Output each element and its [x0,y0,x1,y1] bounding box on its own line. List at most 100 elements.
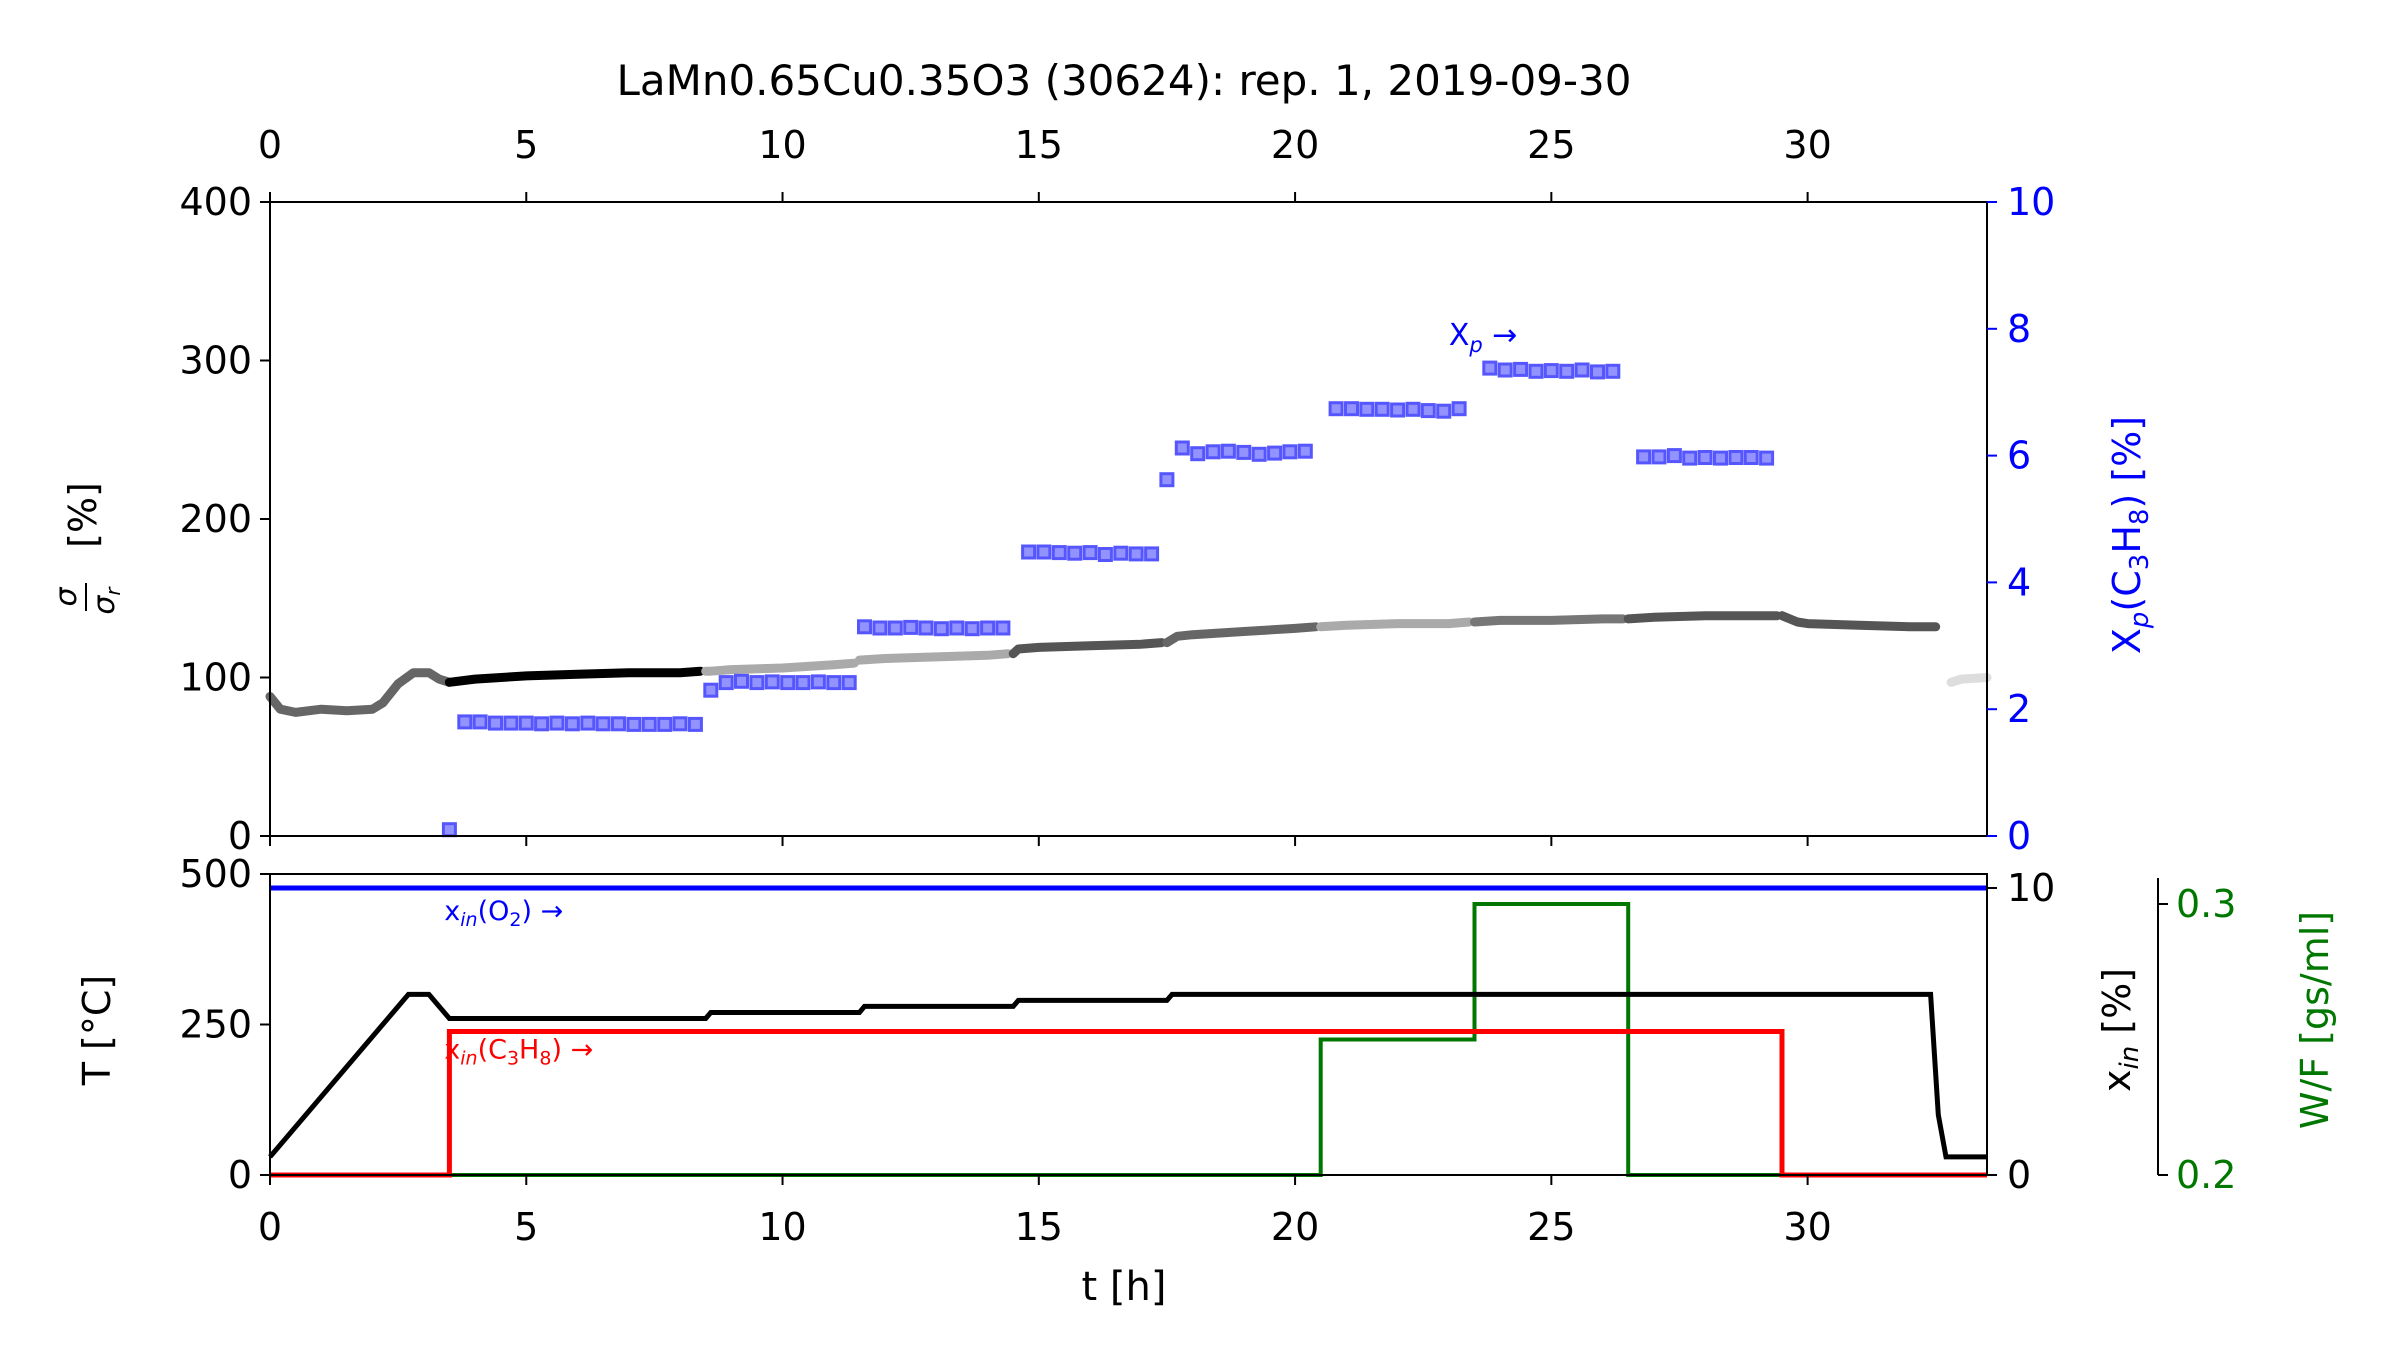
xp-point [1390,402,1406,418]
bottom-y2-tick-label: 10 [2007,866,2055,910]
top-y-tick-label: 300 [179,339,252,383]
bottom-x-tick-label: 25 [1527,1205,1575,1249]
top-y2-tick-label: 6 [2007,434,2031,478]
xp-point [749,675,765,691]
bottom-series-line [268,991,1987,1160]
y-label-unit: [%] [61,482,105,548]
xp-point [1067,545,1083,561]
xp-point [488,715,503,731]
xp-point [1282,444,1298,460]
xp-point [687,716,703,732]
conductivity-segment-10 [1946,673,1992,687]
xp-point [1082,545,1098,561]
xp-point [841,675,857,691]
conductivity-segment-1 [444,666,705,687]
xp-point [826,675,842,691]
xp-point [872,620,888,636]
xp-point [1267,445,1283,461]
chart-title: LaMn0.65Cu0.35O3 (30624): rep. 1, 2019-0… [616,56,1631,105]
top-x-tick-label: 5 [514,123,538,167]
o2-annotation: xin(O2) → [444,896,563,931]
bottom-x-tick-label: 0 [258,1205,282,1249]
y-label-frac-num: σ [49,587,84,607]
top-x-tick-label: 20 [1271,123,1319,167]
xp-point [641,716,657,732]
xp-point [1574,362,1590,378]
xp-point [503,715,519,731]
bottom-y2-tick-label: 0 [2007,1153,2031,1197]
conductivity-segment-3 [854,649,1013,665]
xp-point [1451,401,1467,417]
y2-label: Xp(C3H8) [%] [2105,416,2155,654]
xp-annotation: Xp → [1449,318,1518,357]
conductivity-segment-2 [701,658,859,676]
xp-point [595,716,611,732]
top-x-tick-label: 10 [758,123,806,167]
xp-point [1713,450,1728,466]
xp-point [1543,363,1559,379]
xp-point [549,715,565,731]
xp-point [903,619,919,635]
xp-point [1144,546,1160,562]
xp-point [1420,403,1436,419]
bottom-x-tick-label: 10 [758,1205,806,1249]
xp-point [703,682,719,698]
xp-point [1697,450,1713,465]
xp-point [980,620,996,636]
bottom-x-tick-label: 30 [1783,1205,1831,1249]
xp-point [518,715,534,731]
conductivity-segment-5 [1162,622,1321,648]
bottom-y-tick-label: 0 [228,1153,252,1197]
xp-point [1297,443,1313,459]
bottom-x-tick-label: 5 [514,1205,538,1249]
xp-point [1159,472,1175,488]
xp-point [857,619,872,635]
conductivity-series [265,611,1992,717]
xp-point [918,620,934,636]
bottom-y3-tick-label: 0.3 [2176,882,2236,926]
xp-point [995,620,1011,636]
top-y2-label: Xp(C3H8) [%] [2105,416,2155,654]
bottom-y-tick-label: 250 [179,1003,252,1047]
xp-point [1220,443,1236,459]
conversion-series [441,360,1775,838]
xp-point [1021,544,1037,560]
xp-point [672,716,688,732]
xp-point [1359,401,1375,417]
top-x-tick-label: 25 [1527,123,1575,167]
top-y2-tick-label: 4 [2007,560,2031,604]
xp-point [611,716,626,732]
conductivity-segment-8 [1623,611,1782,624]
top-y2-tick-label: 2 [2007,687,2031,731]
xp-point [1344,401,1359,417]
xp-point [1190,446,1206,462]
y-label-frac-den: σr [87,586,125,615]
xp-point [626,716,642,732]
xp-point [1728,450,1744,465]
xp-point [1251,446,1267,462]
conductivity-segment-9 [1777,611,1941,632]
bottom-y3-label: W/F [gs/ml] [2293,911,2337,1129]
conductivity-segment-7 [1470,614,1628,627]
top-y-tick-label: 200 [179,497,252,541]
xp-point [1513,361,1529,377]
xp-point [1497,362,1513,378]
xp-point [1328,401,1344,417]
bottom-x-tick-label: 15 [1015,1205,1063,1249]
xp-point [472,714,488,730]
xp-point [1436,403,1452,419]
xp-point [1036,544,1052,560]
top-x-tick-label: 15 [1015,123,1063,167]
xp-point [1405,401,1421,417]
xp-point [734,673,749,689]
xp-point [1590,364,1605,380]
conductivity-segment-4 [1008,638,1167,659]
xp-point [949,620,965,636]
xp-point [1559,363,1575,379]
bottom-axes: 0 5 10 15 20 25 30 0 250 500 0 10 0.2 0.3 [179,852,2236,1249]
conductivity-segment-0 [265,668,454,717]
conductivity-segment-6 [1316,617,1474,632]
bottom-panel-series [268,885,1987,1178]
